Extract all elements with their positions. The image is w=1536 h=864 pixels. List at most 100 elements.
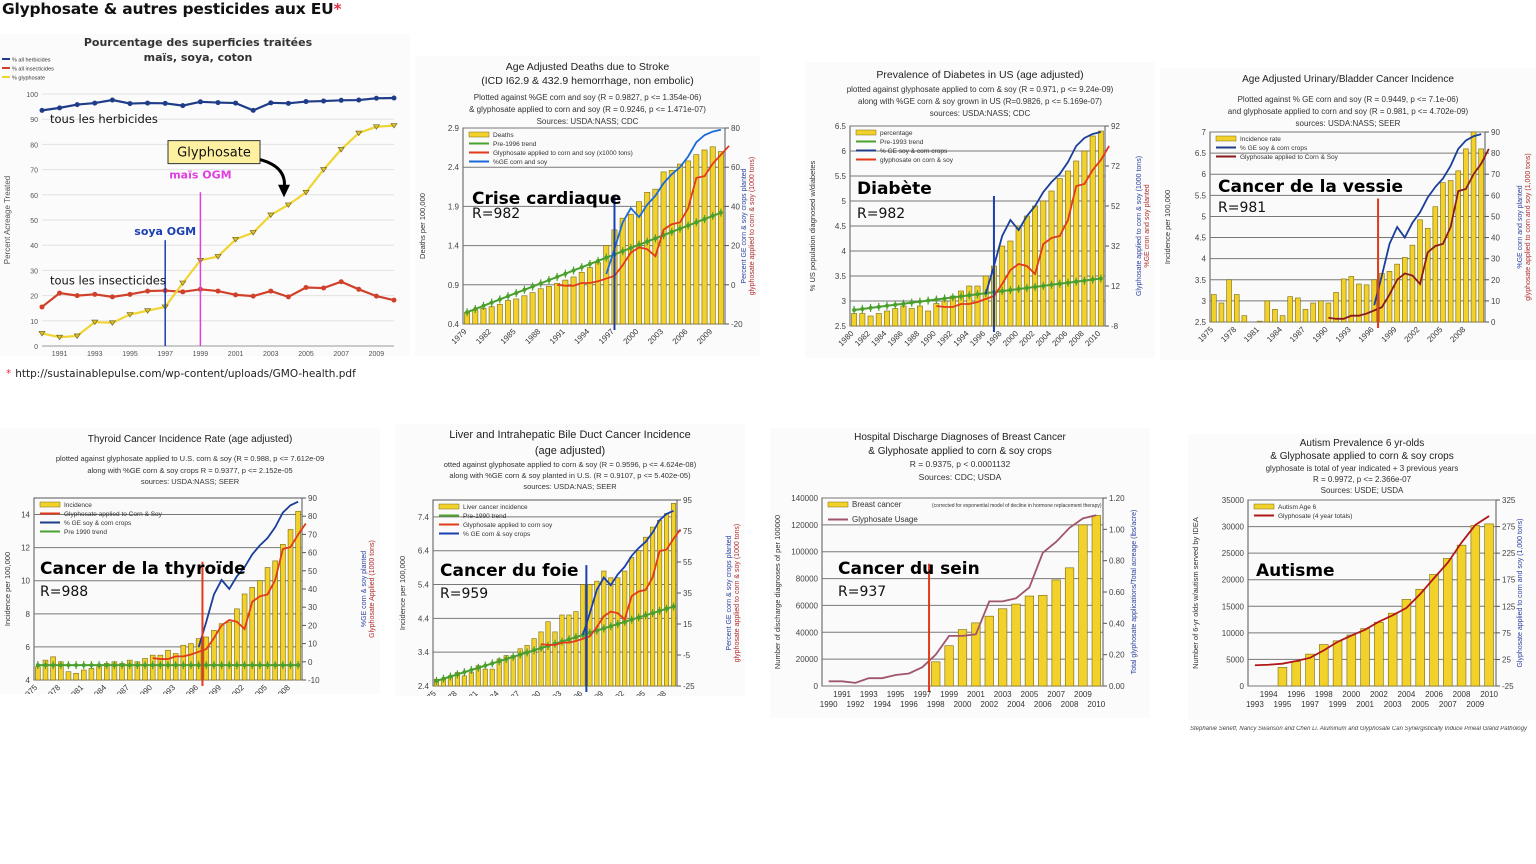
x-tick-label: 1997 xyxy=(597,327,616,346)
y-tick-label: 0 xyxy=(1240,682,1245,691)
y-tick-label: 20000 xyxy=(796,655,819,664)
bar xyxy=(1011,603,1021,687)
source-link[interactable]: http://sustainablepulse.com/wp-content/u… xyxy=(15,368,356,380)
trend-point xyxy=(876,304,881,309)
trend-point xyxy=(1098,276,1103,281)
y-tick-label: 20 xyxy=(30,294,38,301)
series-line xyxy=(582,510,674,636)
x-tick-label: 2008 xyxy=(1448,325,1467,344)
trend-point xyxy=(58,663,63,668)
data-point xyxy=(355,130,363,137)
overlay-title: Autisme xyxy=(1256,561,1335,581)
bar xyxy=(538,631,544,687)
overlay-r-value: R=981 xyxy=(1218,200,1266,216)
y2-tick-label: 0 xyxy=(1491,318,1496,327)
bar xyxy=(489,668,495,687)
x-tick-label: 2004 xyxy=(1398,690,1416,699)
data-point xyxy=(285,294,291,300)
bar xyxy=(657,519,663,687)
annotation-glyphosate: Glyphosate xyxy=(177,146,251,161)
data-point xyxy=(284,202,292,208)
y2-tick-label: 70 xyxy=(1491,170,1500,179)
x-tick-label: 2009 xyxy=(1466,700,1484,709)
bar xyxy=(517,648,523,687)
legend-label: Glyphosate applied to corn and soy (x100… xyxy=(493,150,633,157)
legend-label: percentage xyxy=(880,130,913,137)
x-tick-label: 2002 xyxy=(980,700,998,709)
y-axis-label: Number of discharge diagnoses of per 100… xyxy=(773,515,782,669)
x-tick-label: 2005 xyxy=(628,689,647,696)
x-tick-label: 1996 xyxy=(565,689,584,696)
x-tick-label: 2008 xyxy=(1067,329,1086,348)
x-tick-label: 1984 xyxy=(1265,325,1284,344)
chart-subtitle: R = 0.9375, p < 0.0001132 xyxy=(910,459,1011,469)
bar xyxy=(941,300,948,327)
chart-bladder: Age Adjusted Urinary/Bladder Cancer Inci… xyxy=(1163,74,1532,344)
bar xyxy=(552,631,558,687)
y2-tick-label: 175 xyxy=(1502,576,1516,585)
x-tick-label: 2002 xyxy=(1018,329,1037,348)
data-point xyxy=(145,100,151,106)
x-tick-label: 1984 xyxy=(89,683,108,694)
bar xyxy=(908,308,915,327)
chart-breast: Hospital Discharge Diagnoses of Breast C… xyxy=(773,432,1138,709)
trend-point xyxy=(1090,277,1095,282)
bar xyxy=(1287,296,1293,323)
y-tick-label: 2.5 xyxy=(835,322,847,331)
trend-point xyxy=(74,663,79,668)
y2-tick-label: 25 xyxy=(1502,655,1511,664)
x-tick-label: 1999 xyxy=(1380,325,1399,344)
y2-tick-label: 60 xyxy=(1491,191,1500,200)
bar xyxy=(1456,544,1467,687)
y2-tick-label: 125 xyxy=(1502,602,1516,611)
y2-tick-label: 72 xyxy=(1111,162,1120,171)
chart-panel-thyroid: Thyroid Cancer Incidence Rate (age adjus… xyxy=(0,428,380,694)
y-axis-label: Deaths per 100,000 xyxy=(418,193,427,259)
chart-title: Thyroid Cancer Incidence Rate (age adjus… xyxy=(88,434,293,445)
y-tick-label: 0.4 xyxy=(448,320,460,329)
x-tick-label: 2002 xyxy=(1403,325,1422,344)
data-point xyxy=(250,107,256,113)
x-tick-label: 2003 xyxy=(646,327,665,346)
bar xyxy=(249,587,255,681)
data-point xyxy=(127,291,133,297)
x-tick-label: 1998 xyxy=(1315,690,1333,699)
trend-point xyxy=(514,290,519,295)
trend-point xyxy=(204,663,209,668)
trend-point xyxy=(893,302,898,307)
chart-subtitle: glyphosate is total of year indicated + … xyxy=(1266,464,1459,473)
bar xyxy=(496,304,503,325)
trend-point xyxy=(497,659,502,664)
bar xyxy=(529,292,536,325)
trend-point xyxy=(710,213,715,218)
data-point xyxy=(180,289,186,295)
y2-tick-label: -25 xyxy=(1502,682,1514,691)
trend-point xyxy=(481,303,486,308)
bar xyxy=(488,306,495,325)
bar xyxy=(280,544,286,681)
bar xyxy=(1264,300,1271,323)
x-tick-label: 2001 xyxy=(967,690,985,699)
trend-point xyxy=(483,663,488,668)
bar xyxy=(1081,150,1088,327)
y2-axis-label-2: %GE cron and soy planted xyxy=(1144,184,1151,267)
chart-subtitle: sources: USDA:NASS; SEER xyxy=(141,477,240,486)
chart-subtitle: plotted against glyphosate applied to U.… xyxy=(56,454,324,463)
series-line xyxy=(1373,133,1482,306)
bar xyxy=(1402,257,1408,323)
bar xyxy=(42,659,49,681)
bar xyxy=(1332,640,1343,687)
bar xyxy=(693,154,700,325)
trend-point xyxy=(571,268,576,273)
y2-axis-label: Glyphosate applied to corn and soy (1,00… xyxy=(1517,518,1524,667)
y2-tick-label: 50 xyxy=(308,567,317,576)
bar xyxy=(1023,215,1030,327)
x-tick-label: 1995 xyxy=(1274,700,1292,709)
y-tick-label: 40000 xyxy=(796,628,819,637)
title-asterisk: * xyxy=(333,0,342,18)
y-tick-label: 5.4 xyxy=(418,581,430,590)
bar xyxy=(859,313,866,327)
trend-point xyxy=(566,637,571,642)
chart-subtitle: plotted against glyphosate applied to co… xyxy=(847,85,1114,94)
chart-title-line2: & Glyphosate applied to corn & soy crops xyxy=(1270,451,1453,462)
